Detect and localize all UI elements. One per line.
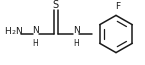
Text: 2: 2 <box>11 30 15 35</box>
Text: S: S <box>53 0 59 10</box>
Text: N: N <box>32 26 39 35</box>
Text: N: N <box>73 26 79 35</box>
Text: H: H <box>73 39 79 48</box>
Text: N: N <box>15 27 22 36</box>
Text: H: H <box>4 27 11 36</box>
Text: H: H <box>33 39 38 48</box>
Text: F: F <box>115 2 120 11</box>
